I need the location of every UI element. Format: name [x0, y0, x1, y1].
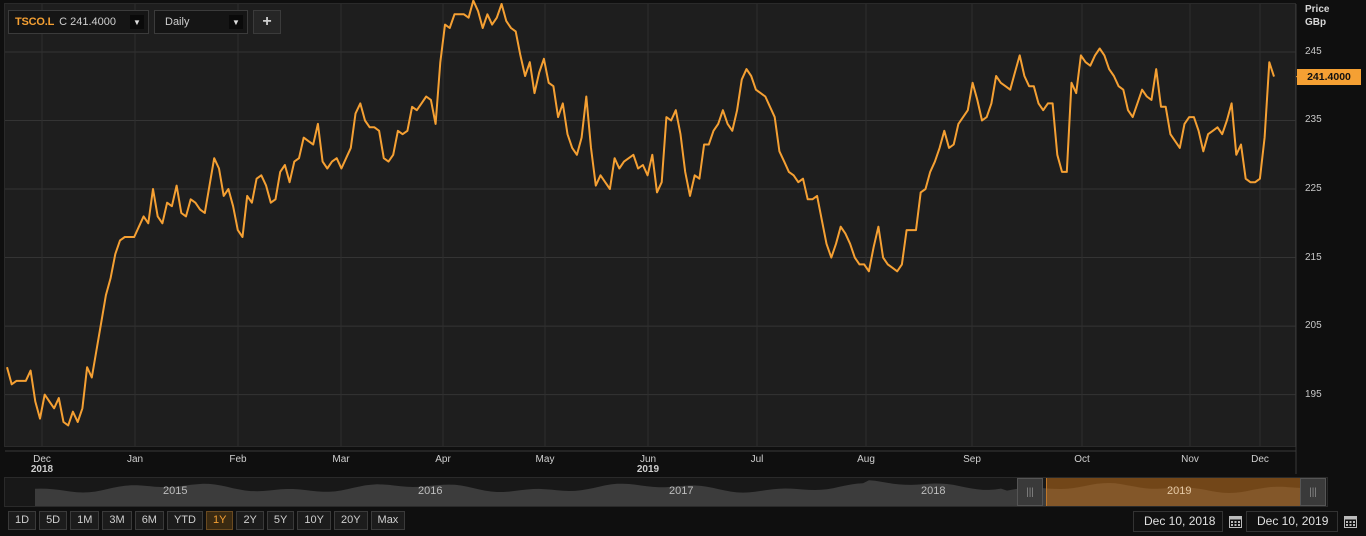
range-navigator[interactable]: 2015 2016 2017 2018 2019 ||| |||: [4, 477, 1328, 507]
add-button[interactable]: +: [253, 10, 281, 34]
x-tick-label: Feb: [229, 454, 247, 465]
navigator-year: 2017: [669, 485, 694, 497]
range-button-2y[interactable]: 2Y: [236, 511, 264, 530]
x-tick-label: Aug: [857, 454, 875, 465]
calendar-icon[interactable]: [1342, 513, 1358, 530]
y-tick-label: 215: [1305, 251, 1322, 263]
y-tick-label: 235: [1305, 114, 1322, 126]
range-button-group: 1D 5D 1M 3M 6M YTD 1Y 2Y 5Y 10Y 20Y Max: [8, 511, 406, 530]
price-axis-title: Price GBp: [1305, 3, 1329, 29]
range-button-1y[interactable]: 1Y: [205, 511, 234, 530]
currency-label: GBp: [1305, 17, 1327, 28]
x-tick-label: Jul: [751, 454, 764, 465]
range-button-max[interactable]: Max: [370, 511, 406, 530]
x-tick-label: Dec: [1251, 454, 1269, 465]
x-year-label: 2018: [31, 464, 54, 475]
navigator-year: 2016: [418, 485, 443, 497]
symbol-ticker: TSCO.L: [15, 16, 55, 28]
chart-toolbar: TSCO.L C 241.4000 ▼ Daily ▼ +: [8, 10, 281, 36]
range-button-5y[interactable]: 5Y: [266, 511, 295, 530]
y-tick-label: 195: [1305, 388, 1322, 400]
x-tick-label: Jun: [640, 454, 656, 465]
navigator-area: [35, 480, 1305, 506]
price-title: Price: [1305, 4, 1330, 15]
x-tick-label: Jan: [127, 454, 143, 465]
start-date-field[interactable]: Dec 10, 2018: [1133, 511, 1223, 532]
symbol-selector[interactable]: TSCO.L C 241.4000 ▼: [8, 10, 149, 34]
x-tick-label: Dec: [33, 454, 51, 465]
navigator-selection-window[interactable]: [1046, 478, 1306, 506]
chart-area: [4, 3, 1296, 447]
x-year-label: 2019: [637, 464, 660, 475]
calendar-icon[interactable]: [1227, 513, 1243, 530]
current-price-badge: 241.4000: [1297, 68, 1361, 85]
triangle-down-icon[interactable]: ▼: [229, 15, 243, 29]
navigator-left-handle[interactable]: |||: [1017, 478, 1043, 506]
range-button-1m[interactable]: 1M: [70, 511, 100, 530]
navigator-year: 2018: [921, 485, 946, 497]
range-button-1d[interactable]: 1D: [8, 511, 37, 530]
range-button-10y[interactable]: 10Y: [297, 511, 331, 530]
range-button-6m[interactable]: 6M: [134, 511, 164, 530]
price-line: [6, 0, 1275, 427]
range-button-3m[interactable]: 3M: [102, 511, 132, 530]
price-chart: Dec Jan Feb Mar Apr May Jun Jul Aug Sep Oct Nov Dec2…: [5, 0, 1300, 475]
close-prefix: C: [59, 16, 68, 28]
x-tick-label: Apr: [435, 454, 451, 465]
y-tick-label: 225: [1305, 183, 1322, 195]
plus-icon: +: [262, 13, 272, 30]
end-date-field[interactable]: Dec 10, 2019: [1246, 511, 1338, 532]
navigator-year: 2015: [163, 485, 188, 497]
navigator-overview: [35, 480, 1305, 506]
x-tick-label: Oct: [1074, 454, 1090, 465]
range-button-20y[interactable]: 20Y: [333, 511, 368, 530]
interval-value: Daily: [165, 16, 190, 28]
x-tick-label: Mar: [332, 454, 350, 465]
x-tick-label: May: [536, 454, 555, 465]
triangle-down-icon[interactable]: ▼: [130, 15, 144, 29]
interval-selector[interactable]: Daily ▼: [154, 10, 248, 34]
range-button-ytd[interactable]: YTD: [166, 511, 203, 530]
navigator-year: 2019: [1167, 485, 1192, 497]
navigator-right-handle[interactable]: |||: [1300, 478, 1326, 506]
y-tick-label: 205: [1305, 320, 1322, 332]
range-button-5d[interactable]: 5D: [39, 511, 68, 530]
x-tick-label: Sep: [963, 454, 981, 465]
x-tick-label: Nov: [1181, 454, 1199, 465]
y-tick-label: 245: [1305, 45, 1322, 57]
close-value: 241.4000: [70, 16, 116, 28]
